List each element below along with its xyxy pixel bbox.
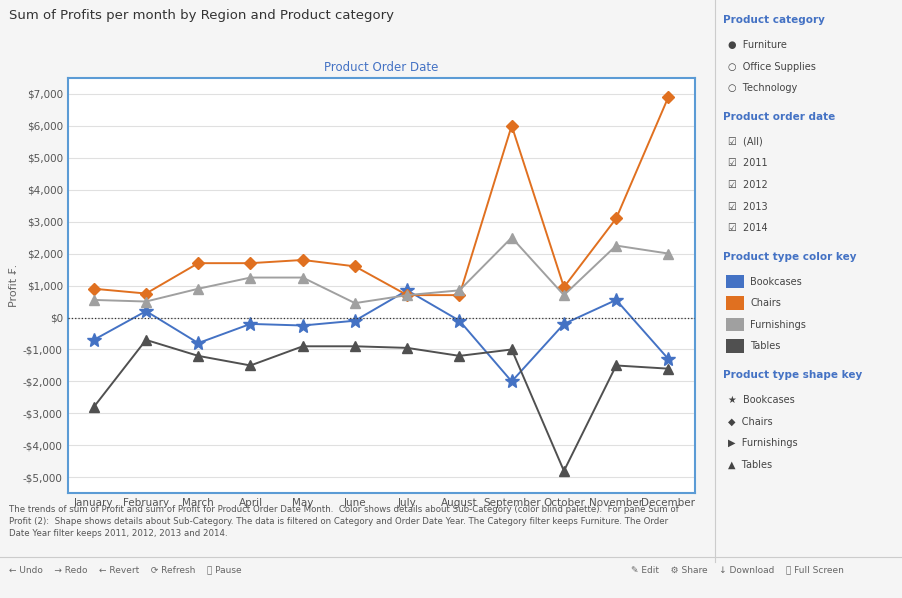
Text: The trends of sum of Profit and sum of Profit for Product Order Date Month.  Col: The trends of sum of Profit and sum of P… bbox=[9, 505, 679, 538]
Text: ☑  2014: ☑ 2014 bbox=[728, 223, 768, 233]
Text: ●  Furniture: ● Furniture bbox=[728, 40, 787, 50]
Text: ☑  2013: ☑ 2013 bbox=[728, 202, 768, 212]
Text: ← Undo    → Redo    ← Revert    ⟳ Refresh    ⏸ Pause: ← Undo → Redo ← Revert ⟳ Refresh ⏸ Pause bbox=[9, 565, 242, 574]
Text: Product category: Product category bbox=[723, 15, 825, 25]
Text: ✎ Edit    ⚙ Share    ↓ Download    ⛶ Full Screen: ✎ Edit ⚙ Share ↓ Download ⛶ Full Screen bbox=[631, 565, 844, 574]
Text: Bookcases: Bookcases bbox=[750, 277, 802, 287]
Text: Product order date: Product order date bbox=[723, 112, 835, 122]
Text: Chairs: Chairs bbox=[750, 298, 781, 309]
Title: Product Order Date: Product Order Date bbox=[324, 61, 438, 74]
Text: ▲  Tables: ▲ Tables bbox=[728, 460, 772, 470]
Text: ◆  Chairs: ◆ Chairs bbox=[728, 417, 772, 427]
Text: Product type shape key: Product type shape key bbox=[723, 370, 862, 380]
Y-axis label: Profit ₣.: Profit ₣. bbox=[9, 264, 19, 307]
Text: ★  Bookcases: ★ Bookcases bbox=[728, 395, 795, 405]
Text: ☑  2011: ☑ 2011 bbox=[728, 158, 768, 169]
Text: ☑  2012: ☑ 2012 bbox=[728, 180, 768, 190]
Text: ▶  Furnishings: ▶ Furnishings bbox=[728, 438, 797, 448]
Text: ☑  (All): ☑ (All) bbox=[728, 137, 763, 147]
Text: ○  Technology: ○ Technology bbox=[728, 83, 797, 93]
Text: Product type color key: Product type color key bbox=[723, 252, 857, 262]
Text: ○  Office Supplies: ○ Office Supplies bbox=[728, 62, 815, 72]
Text: Furnishings: Furnishings bbox=[750, 320, 806, 330]
Text: Tables: Tables bbox=[750, 341, 781, 352]
Text: Sum of Profits per month by Region and Product category: Sum of Profits per month by Region and P… bbox=[9, 9, 394, 22]
